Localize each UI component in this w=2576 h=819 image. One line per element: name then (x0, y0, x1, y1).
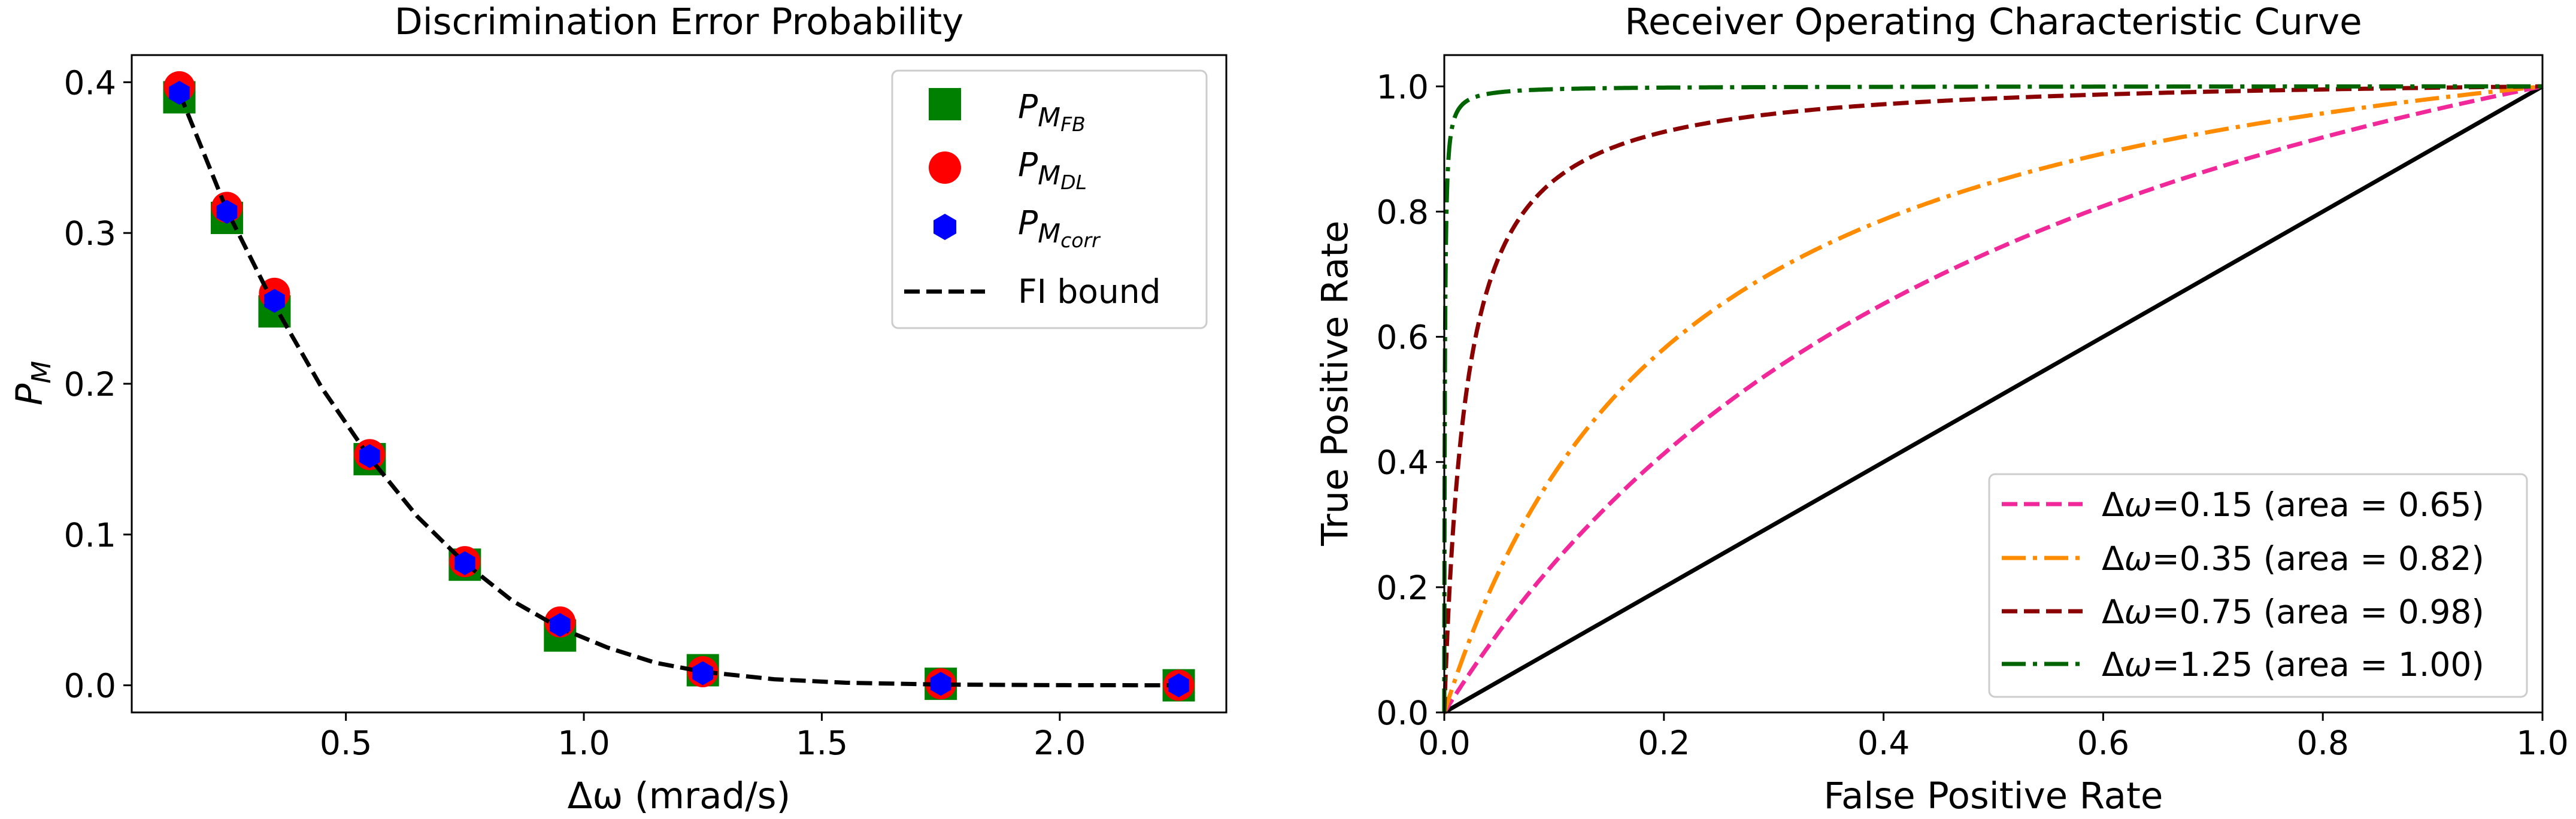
roc-legend-label-1: Δω=0.35 (area = 0.82) (2102, 539, 2484, 578)
right-y-axis-label: True Positive Rate (1314, 220, 1356, 546)
legend-marker-fb (929, 88, 961, 120)
roc-chance-diagonal (1443, 84, 2544, 715)
legend-marker-corr (934, 214, 956, 240)
roc-curve-3 (1442, 84, 2542, 715)
point-corr (359, 444, 380, 468)
right-axes-frame (1443, 54, 2544, 714)
point-corr (169, 81, 190, 105)
point-corr (216, 199, 238, 224)
right-x-tick-label: 0.4 (1857, 724, 1910, 762)
roc-legend-label-0: Δω=0.15 (area = 0.65) (2102, 486, 2484, 524)
left-y-tick-label: 0.2 (64, 365, 116, 404)
roc-curve-2 (1442, 84, 2543, 715)
right-x-ticks: 0.0 0.2 0.4 0.6 0.8 1.0 (1418, 712, 2569, 762)
left-x-tick-label: 0.5 (320, 724, 372, 762)
roc-curve-0 (1442, 84, 2543, 715)
left-y-tick-label: 0.0 (64, 667, 116, 705)
point-corr (1168, 673, 1189, 697)
legend-label-corr: PMcorr (1018, 204, 1101, 252)
left-x-tick-label: 1.0 (557, 724, 610, 762)
point-corr (454, 551, 475, 575)
right-legend-box (1988, 473, 2528, 698)
right-x-tick-label: 0.2 (1638, 724, 1690, 762)
right-y-tick-label: 0.8 (1377, 193, 1429, 231)
right-y-tick-label: 0.2 (1377, 569, 1429, 607)
point-corr (692, 661, 714, 685)
left-x-axis-label: Δω (mrad/s) (568, 775, 791, 817)
right-x-axis-label: False Positive Rate (1824, 775, 2163, 817)
roc-curve-1 (1442, 84, 2543, 715)
chart-right: Receiver Operating Characteristic Curve … (1314, 1, 2569, 817)
right-chart-title: Receiver Operating Characteristic Curve (1625, 1, 2362, 43)
left-x-tick-label: 1.5 (796, 724, 848, 762)
legend-label-fb: PMFB (1018, 87, 1086, 136)
legend-label-fi-bound: FI bound (1018, 272, 1161, 311)
roc-legend-label-2: Δω=0.75 (area = 0.98) (2102, 593, 2484, 631)
right-y-tick-label: 1.0 (1377, 68, 1429, 106)
point-corr (264, 289, 285, 313)
point-corr (550, 612, 571, 637)
left-y-tick-label: 0.3 (64, 214, 116, 253)
right-legend: Δω=0.15 (area = 0.65) Δω=0.35 (area = 0.… (1988, 473, 2528, 698)
left-legend: PMFB PMDL PMcorr FI bound (891, 69, 1208, 329)
right-y-tick-label: 0.4 (1377, 444, 1429, 482)
right-y-tick-label: 0.0 (1377, 694, 1429, 732)
right-y-tick-label: 0.6 (1377, 318, 1429, 357)
left-x-ticks: 0.5 1.0 1.5 2.0 (320, 712, 1086, 762)
left-legend-box (891, 69, 1208, 329)
legend-marker-dl (929, 151, 961, 184)
left-plot-area (163, 71, 1195, 702)
right-plot-area (1442, 84, 2544, 715)
right-x-tick-label: 1.0 (2516, 724, 2568, 762)
left-y-axis-label: PM (8, 361, 57, 406)
right-x-tick-label: 0.0 (1418, 724, 1470, 762)
left-y-ticks: 0.0 0.1 0.2 0.3 0.4 (64, 63, 132, 705)
left-y-tick-label: 0.1 (64, 516, 116, 554)
left-chart-title: Discrimination Error Probability (395, 1, 963, 43)
right-x-tick-label: 0.6 (2077, 724, 2129, 762)
left-x-tick-label: 2.0 (1034, 724, 1086, 762)
chart-left: Discrimination Error Probability 0.5 1.0 1… (8, 1, 1228, 817)
roc-legend-label-3: Δω=1.25 (area = 1.00) (2102, 645, 2484, 684)
right-x-tick-label: 0.8 (2296, 724, 2348, 762)
point-corr (930, 672, 951, 696)
left-y-tick-label: 0.4 (64, 63, 116, 102)
legend-label-dl: PMDL (1018, 145, 1087, 194)
right-y-ticks: 0.0 0.2 0.4 0.6 0.8 1.0 (1377, 68, 1444, 732)
